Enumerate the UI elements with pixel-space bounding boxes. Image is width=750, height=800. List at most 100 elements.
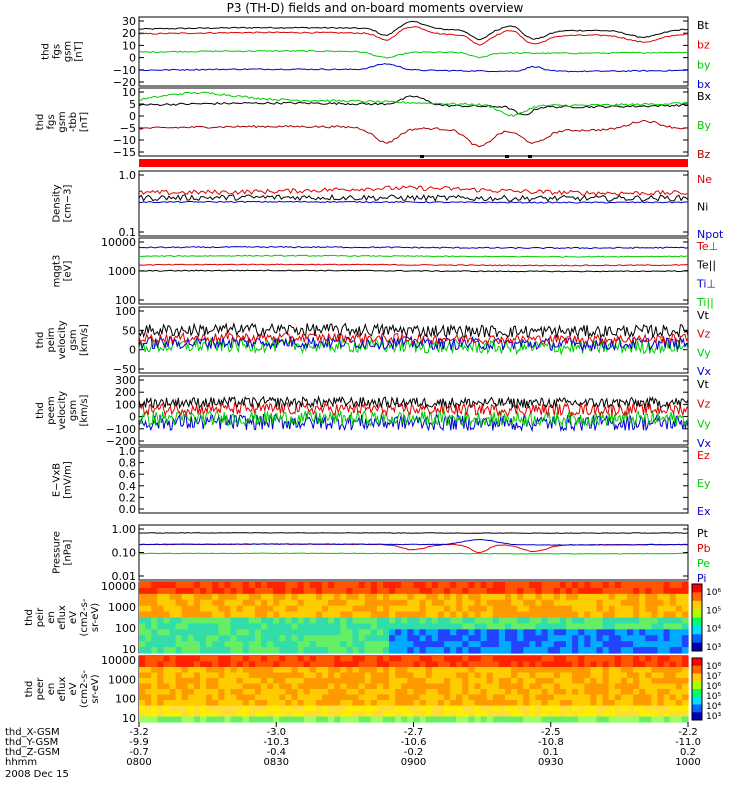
spectrogram-cell	[364, 689, 372, 696]
spectrogram-cell	[322, 599, 329, 607]
legend-label-by: by	[697, 58, 711, 71]
spectrogram-cell	[206, 641, 213, 648]
spectrogram-cell	[352, 629, 360, 636]
spectrogram-cell	[273, 661, 280, 668]
spectrogram-cell	[407, 672, 415, 679]
spectrogram-cell	[297, 617, 305, 625]
ytick-label: 10	[122, 643, 136, 656]
spectrogram-cell	[236, 656, 244, 663]
spectrogram-cell	[297, 605, 305, 613]
spectrogram-cell	[413, 617, 421, 625]
spectrogram-cell	[291, 599, 299, 607]
spectrogram-cell	[511, 700, 518, 707]
xtick-label: 1000	[675, 757, 700, 768]
spectrogram-cell	[492, 617, 500, 625]
spectrogram-cell	[645, 694, 652, 701]
spectrogram-cell	[389, 593, 396, 601]
spectrogram-cell	[273, 716, 280, 723]
spectrogram-cell	[620, 605, 628, 613]
spectrogram-cell	[261, 667, 268, 674]
spectrogram-cell	[547, 716, 555, 723]
spectrogram-cell	[669, 661, 677, 668]
spectrogram-cell	[645, 599, 652, 607]
spectrogram-cell	[553, 711, 561, 718]
spectrogram-cell	[468, 711, 476, 718]
spectrogram-cell	[419, 617, 427, 625]
spectrogram-cell	[315, 672, 323, 679]
spectrogram-cell	[681, 656, 689, 663]
spectrogram-cell	[590, 683, 598, 690]
spectrogram-cell	[383, 667, 390, 674]
spectrogram-cell	[248, 661, 256, 668]
ylabel-line: thd	[35, 402, 46, 419]
spectrogram-cell	[602, 641, 610, 648]
spectrogram-cell	[547, 587, 555, 595]
spectrogram-cell	[541, 629, 549, 636]
spectrogram-cell	[529, 611, 537, 619]
spectrogram-cell	[602, 605, 610, 613]
spectrogram-cell	[236, 635, 244, 642]
spectrogram-cell	[413, 678, 421, 685]
spectrogram-cell	[322, 647, 329, 654]
spectrogram-cell	[242, 711, 250, 718]
spectrogram-cell	[352, 694, 360, 701]
spectrogram-cell	[187, 587, 195, 595]
spectrogram-cell	[535, 678, 543, 685]
spectrogram-cell	[462, 667, 469, 674]
spectrogram-cell	[407, 667, 415, 674]
spectrogram-cell	[547, 689, 555, 696]
spectrogram-cell	[474, 599, 482, 607]
spectrogram-cell	[224, 635, 232, 642]
spectrogram-cell	[608, 711, 616, 718]
spectrogram-cell	[145, 611, 152, 619]
spectrogram-cell	[163, 656, 171, 663]
spectrogram-cell	[547, 629, 555, 636]
spectrogram-cell	[547, 605, 555, 613]
ylabel-line: (cm2-s-	[79, 598, 90, 636]
spectrogram-cell	[151, 629, 158, 636]
ytick-label: 1.00	[112, 523, 137, 536]
spectrogram-cell	[633, 587, 640, 595]
spectrogram-cell	[193, 593, 201, 601]
spectrogram-cell	[383, 656, 390, 663]
spectrogram-cell	[437, 593, 445, 601]
spectrogram-cell	[383, 623, 390, 630]
spectrogram-cell	[663, 647, 671, 654]
spectrogram-cell	[315, 689, 323, 696]
spectrogram-cell	[669, 623, 677, 630]
colorbar-cell	[692, 634, 702, 644]
spectrogram-cell	[389, 599, 396, 607]
spectrogram-cell	[315, 647, 323, 654]
legend-label-ni: Ni	[697, 201, 708, 214]
ytick-label: 100	[115, 294, 136, 307]
spectrogram-cell	[559, 716, 567, 723]
spectrogram-cell	[145, 678, 152, 685]
spectrogram-cell	[608, 647, 616, 654]
spectrogram-cell	[242, 587, 250, 595]
spectrogram-cell	[456, 667, 463, 674]
spectrogram-cell	[200, 705, 207, 712]
spectrogram-cell	[559, 672, 567, 679]
spectrogram-cell	[145, 617, 152, 625]
spectrogram-cell	[425, 705, 433, 712]
spectrogram-cell	[523, 582, 530, 589]
spectrogram-cell	[297, 647, 305, 654]
spectrogram-cell	[492, 605, 500, 613]
series-te-perp	[138, 263, 689, 267]
spectrogram-cell	[279, 678, 286, 685]
spectrogram-cell	[181, 605, 189, 613]
spectrogram-cell	[596, 683, 604, 690]
spectrogram-cell	[157, 593, 164, 601]
spectrogram-cell	[254, 711, 262, 718]
ytick-label: 0.0	[119, 503, 137, 516]
spectrogram-cell	[309, 587, 317, 595]
ytick-label: 10000	[101, 580, 136, 593]
spectrogram-cell	[218, 678, 225, 685]
spectrogram-cell	[285, 641, 293, 648]
spectrogram-cell	[401, 700, 408, 707]
spectrogram-cell	[627, 667, 634, 674]
spectrogram-cell	[401, 694, 408, 701]
spectrogram-cell	[566, 635, 573, 642]
spectrogram-cell	[364, 582, 372, 589]
spectrogram-cell	[596, 647, 604, 654]
